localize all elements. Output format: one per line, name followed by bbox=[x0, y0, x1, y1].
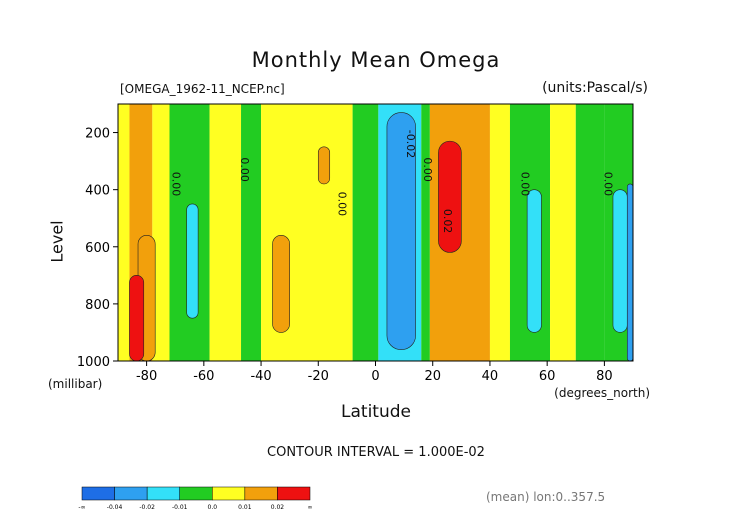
y-tick-label-0: 200 bbox=[85, 127, 110, 142]
colorbar-label-6: 0.02 bbox=[271, 504, 285, 511]
x-axis-label: Latitude bbox=[341, 402, 411, 422]
contour-label-5: 0.02 bbox=[441, 209, 454, 234]
x-tick-label-2: -40 bbox=[250, 369, 271, 384]
colorbar: -∞ -0.04 -0.02 -0.01 0.0 0.01 0.02 ∞ bbox=[78, 486, 313, 511]
field-band-5 bbox=[241, 104, 262, 361]
y-tick-label-1: 400 bbox=[85, 184, 110, 199]
x-tick-label-1: -60 bbox=[193, 369, 214, 384]
file-label: [OMEGA_1962-11_NCEP.nc] bbox=[120, 82, 285, 96]
colorbar-swatch-4 bbox=[212, 486, 246, 501]
contour-labels: 0.00 0.00 0.00 -0.02 0.00 0.02 0.00 0.00 bbox=[169, 130, 614, 234]
colorbar-label-7: ∞ bbox=[308, 504, 313, 511]
colorbar-swatch-6 bbox=[277, 486, 311, 501]
field-band-6 bbox=[261, 104, 324, 361]
y-axis: 200 400 600 800 1000 bbox=[77, 127, 118, 370]
contour-label-1: 0.00 bbox=[238, 157, 251, 182]
field-blob-4 bbox=[317, 146, 331, 185]
colorbar-swatch-5 bbox=[244, 486, 278, 501]
colorbar-label-4: 0.0 bbox=[208, 504, 218, 511]
colorbar-label-0: -∞ bbox=[78, 504, 85, 511]
field-blob-6 bbox=[438, 140, 462, 253]
y-unit-label: (millibar) bbox=[48, 377, 103, 391]
field-band-14 bbox=[550, 104, 576, 361]
colorbar-swatch-2 bbox=[146, 486, 180, 501]
y-tick-label-2: 600 bbox=[85, 241, 110, 256]
x-tick-label-0: -80 bbox=[136, 369, 157, 384]
longitude-footnote: (mean) lon:0..357.5 bbox=[486, 490, 606, 504]
field-band-7 bbox=[324, 104, 353, 361]
y-tick-label-4: 1000 bbox=[77, 355, 110, 370]
field-blob-1 bbox=[129, 275, 145, 362]
chart-title: Monthly Mean Omega bbox=[251, 48, 501, 72]
field-blob-9 bbox=[626, 183, 634, 362]
contour-label-3: -0.02 bbox=[404, 130, 417, 158]
field-band-12 bbox=[489, 104, 510, 361]
colorbar-label-5: 0.01 bbox=[238, 504, 252, 511]
x-tick-label-8: 80 bbox=[596, 369, 613, 384]
field-blob-2 bbox=[186, 203, 199, 319]
x-tick-label-6: 40 bbox=[482, 369, 499, 384]
x-tick-label-5: 20 bbox=[424, 369, 441, 384]
colorbar-label-2: -0.02 bbox=[139, 504, 155, 511]
colorbar-swatch-1 bbox=[114, 486, 148, 501]
colorbar-swatch-3 bbox=[179, 486, 213, 501]
field-band-4 bbox=[209, 104, 242, 361]
field-band-10 bbox=[421, 104, 430, 361]
field-blob-3 bbox=[272, 235, 290, 333]
contour-label-7: 0.00 bbox=[601, 172, 614, 197]
field-blob-8 bbox=[612, 189, 628, 333]
contour-label-2: 0.00 bbox=[335, 192, 348, 217]
x-axis: -80 -60 -40 -20 0 20 40 60 80 bbox=[136, 361, 613, 384]
colorbar-swatch-0 bbox=[81, 486, 115, 501]
y-axis-label: Level bbox=[47, 220, 67, 263]
plot-area bbox=[117, 103, 634, 362]
contour-label-6: 0.00 bbox=[518, 172, 531, 197]
y-tick-label-3: 800 bbox=[85, 298, 110, 313]
field-blob-7 bbox=[526, 189, 542, 333]
x-tick-label-3: -20 bbox=[308, 369, 329, 384]
field-band-0 bbox=[118, 104, 130, 361]
x-tick-label-4: 0 bbox=[371, 369, 379, 384]
field-blob-5 bbox=[386, 112, 416, 350]
units-label: (units:Pascal/s) bbox=[542, 80, 648, 96]
field-band-15 bbox=[575, 104, 605, 361]
contour-label-0: 0.00 bbox=[169, 172, 182, 197]
x-tick-label-7: 60 bbox=[539, 369, 556, 384]
contour-interval-label: CONTOUR INTERVAL = 1.000E-02 bbox=[267, 445, 485, 460]
colorbar-label-1: -0.04 bbox=[107, 504, 123, 511]
field-band-8 bbox=[352, 104, 379, 361]
contour-label-4: 0.00 bbox=[421, 157, 434, 182]
field-band-2 bbox=[152, 104, 170, 361]
colorbar-label-3: -0.01 bbox=[172, 504, 188, 511]
x-unit-label: (degrees_north) bbox=[554, 386, 650, 400]
